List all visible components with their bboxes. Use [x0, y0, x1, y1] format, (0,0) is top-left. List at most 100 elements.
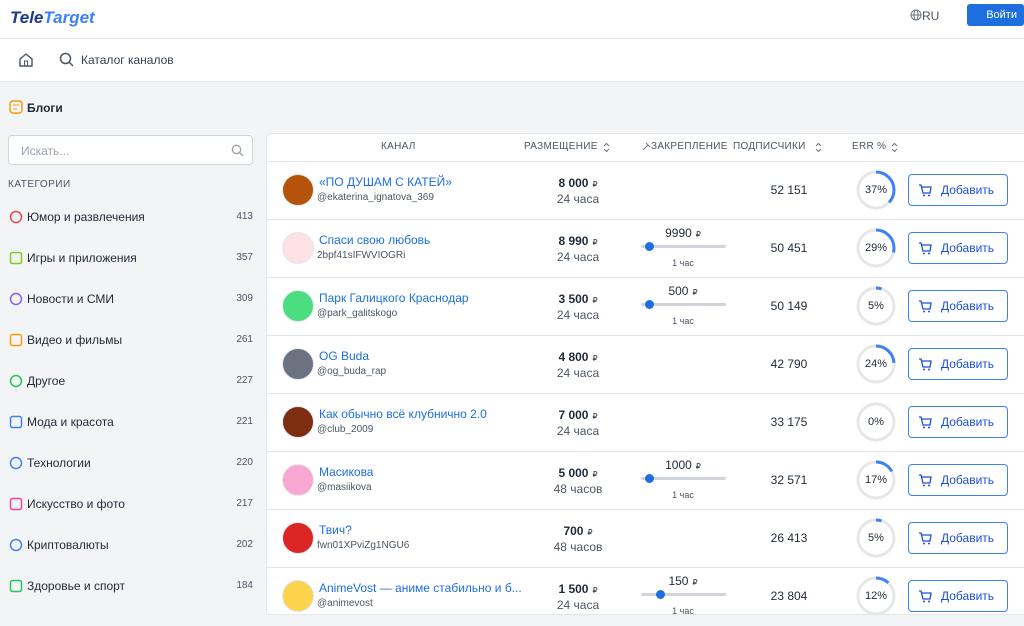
avatar — [282, 464, 314, 496]
channel-handle: @masiikova — [317, 482, 372, 493]
column-header[interactable]: ERR % — [852, 141, 887, 152]
currency: ₽ — [592, 586, 598, 595]
err-arc — [856, 460, 896, 500]
add-button[interactable]: Добавить — [908, 290, 1008, 322]
category-name[interactable]: Здоровье и спорт — [27, 579, 126, 593]
category-name[interactable]: Искусство и фото — [27, 497, 125, 511]
search-placeholder: Искать... — [21, 144, 70, 158]
avatar — [282, 348, 314, 380]
price-value: 4 800 — [558, 350, 589, 364]
cart-icon — [919, 532, 932, 545]
column-header[interactable]: ПОДПИСЧИКИ — [733, 141, 806, 152]
channel-name[interactable]: Как обычно всё клубнично 2.0 — [319, 407, 487, 421]
column-header: КАНАЛ — [381, 141, 416, 152]
catalog-link[interactable]: Каталог каналов — [81, 53, 174, 67]
category-name[interactable]: Новости и СМИ — [27, 292, 114, 306]
category-icon — [9, 579, 23, 593]
channel-name[interactable]: Парк Галицкого Краснодар — [319, 291, 469, 305]
currency: ₽ — [592, 238, 598, 247]
channel-name[interactable]: OG Buda — [319, 349, 370, 363]
pin-slider-thumb[interactable] — [656, 590, 665, 599]
header: TeleTarget RU Войти — [0, 0, 1024, 38]
language[interactable]: RU — [922, 9, 940, 23]
pin-slider-track[interactable] — [641, 477, 726, 480]
category-name[interactable]: Игры и приложения — [27, 251, 137, 265]
category-count: 309 — [236, 293, 253, 304]
category-name[interactable]: Криптовалюты — [27, 538, 109, 552]
avatar — [282, 174, 314, 206]
search-icon — [231, 144, 244, 157]
logo[interactable]: TeleTarget — [10, 8, 95, 28]
category-name[interactable]: Мода и красота — [27, 415, 114, 429]
err-arc — [856, 170, 896, 210]
category-icon — [9, 538, 23, 552]
currency: ₽ — [592, 412, 598, 421]
channel-handle: fwn01XPviZg1NGU6 — [317, 540, 410, 551]
pin-slider-track[interactable] — [641, 245, 726, 248]
channel-name[interactable]: «ПО ДУШАМ С КАТЕЙ» — [319, 175, 452, 189]
cart-icon — [919, 242, 932, 255]
channel-table — [266, 133, 1024, 615]
category-count: 220 — [236, 457, 253, 468]
pin-slider-track[interactable] — [641, 303, 726, 306]
currency: ₽ — [592, 180, 598, 189]
pin-slider-thumb[interactable] — [645, 242, 654, 251]
pin-price-value: 500 — [668, 284, 689, 298]
category-name[interactable]: Другое — [27, 374, 66, 388]
table-row — [267, 393, 1024, 452]
pin-price: 150 ₽ — [640, 574, 726, 588]
cart-icon — [919, 474, 932, 487]
channel-name[interactable]: Масикова — [319, 465, 374, 479]
category-name[interactable]: Технологии — [27, 456, 91, 470]
pin-price-value: 150 — [668, 574, 689, 588]
pin-slider-thumb[interactable] — [645, 300, 654, 309]
category-count: 217 — [236, 498, 253, 509]
currency: ₽ — [695, 230, 701, 239]
channel-name[interactable]: Твич? — [319, 523, 352, 537]
placement-price: 4 800 ₽ — [528, 350, 628, 364]
category-icon — [9, 210, 23, 224]
pin-duration: 1 час — [672, 490, 694, 500]
err-ring — [856, 460, 896, 500]
err-label: 0% — [868, 416, 884, 428]
login-button[interactable]: Войти — [967, 4, 1024, 26]
channel-handle: 2bpf41sIFWVIOGRi — [317, 250, 406, 261]
channel-handle: @animevost — [317, 598, 373, 609]
err-label: 5% — [868, 532, 884, 544]
column-header[interactable]: РАЗМЕЩЕНИЕ — [524, 141, 598, 152]
placement-duration: 24 часа — [556, 598, 600, 612]
err-ring — [856, 344, 896, 384]
cart-icon — [919, 300, 932, 313]
price-value: 8 000 — [558, 176, 589, 190]
breadcrumb: Каталог каналов — [0, 38, 1024, 82]
category-icon — [9, 292, 23, 306]
add-button[interactable]: Добавить — [908, 348, 1008, 380]
category-name[interactable]: Юмор и развлечения — [27, 210, 145, 224]
err-ring — [856, 228, 896, 268]
placement-duration: 48 часов — [553, 482, 603, 496]
add-button[interactable]: Добавить — [908, 464, 1008, 496]
pin-slider-thumb[interactable] — [645, 474, 654, 483]
table-row — [267, 335, 1024, 394]
home-icon[interactable] — [18, 52, 34, 68]
category-icon — [9, 456, 23, 470]
currency: ₽ — [695, 462, 701, 471]
avatar — [282, 522, 314, 554]
currency: ₽ — [587, 528, 593, 537]
cart-icon — [919, 416, 932, 429]
err-label: 24% — [864, 358, 888, 370]
column-header: ЗАКРЕПЛЕНИЕ — [651, 141, 728, 152]
add-button[interactable]: Добавить — [908, 174, 1008, 206]
category-name[interactable]: Видео и фильмы — [27, 333, 123, 347]
category-count: 221 — [236, 416, 253, 427]
err-track — [856, 402, 896, 442]
channel-name[interactable]: Спаси свою любовь — [319, 233, 431, 247]
add-button[interactable]: Добавить — [908, 406, 1008, 438]
channel-name[interactable]: AnimeVost — аниме стабильно и б... — [319, 581, 522, 595]
add-button[interactable]: Добавить — [908, 522, 1008, 554]
add-button[interactable]: Добавить — [908, 232, 1008, 264]
pin-duration: 1 час — [672, 258, 694, 268]
search-input[interactable]: Искать... — [8, 135, 253, 165]
pin-slider-track[interactable] — [641, 593, 726, 596]
add-button[interactable]: Добавить — [908, 580, 1008, 612]
